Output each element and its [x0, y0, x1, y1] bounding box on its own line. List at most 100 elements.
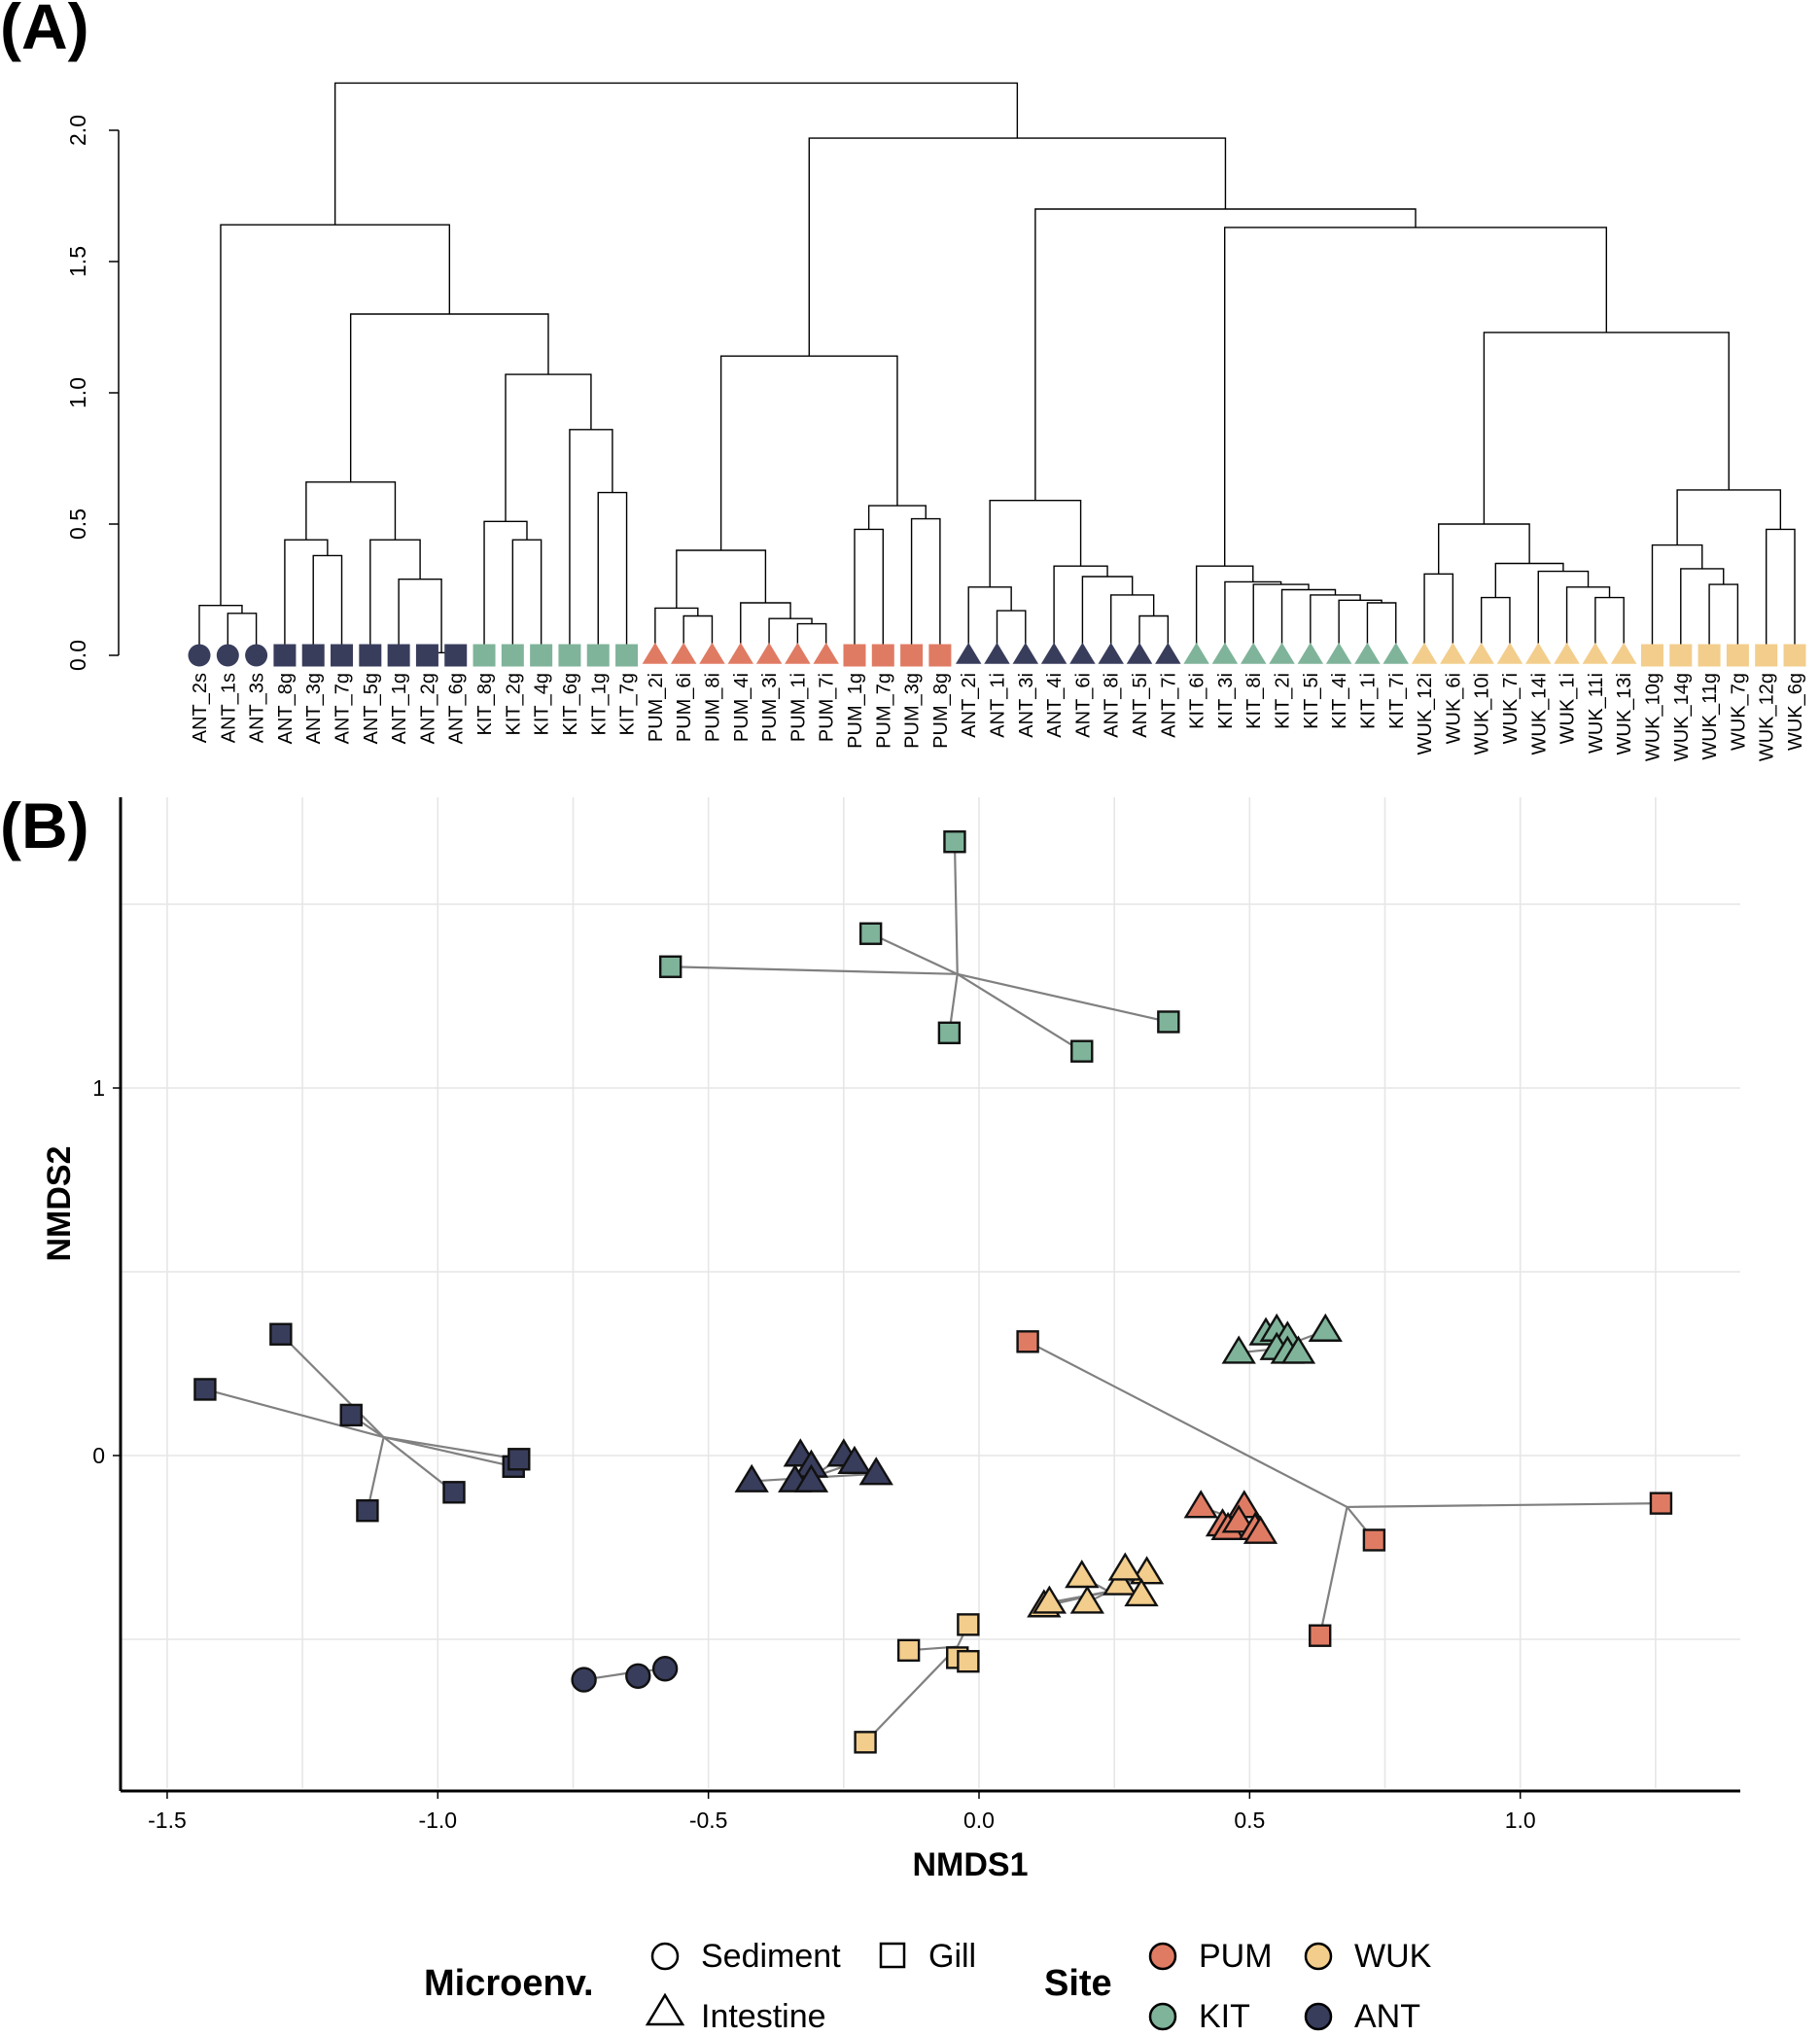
leaf-label: ANT_2i: [959, 673, 980, 738]
leaf-marker: [955, 642, 982, 664]
legend-kit-swatch: [1148, 2002, 1177, 2031]
leaf-marker: [1297, 642, 1324, 664]
nmds-point: [937, 1021, 962, 1045]
dendrogram-branch: [989, 500, 1082, 587]
leaf-marker: [1525, 642, 1552, 664]
leaf-marker: [1354, 642, 1381, 664]
leaf-marker: [1554, 642, 1580, 664]
leaf-label: KIT_8g: [474, 673, 496, 735]
leaf-label: ANT_3i: [1016, 673, 1037, 738]
spider-line: [366, 1436, 385, 1511]
leaf-marker: [1669, 644, 1693, 667]
spider-line: [382, 1436, 455, 1493]
dendrogram-branch: [505, 373, 592, 522]
leaf-label: ANT_2g: [417, 673, 438, 744]
leaf-label: ANT_8g: [275, 673, 297, 744]
x-axis-title: NMDS1: [912, 1846, 1028, 1883]
nmds-point: [854, 1731, 877, 1754]
x-tick-label: -1.5: [148, 1808, 187, 1833]
nmds-point: [793, 1463, 829, 1492]
x-tick-label: 0.5: [1234, 1808, 1265, 1833]
leaf-marker: [301, 644, 325, 667]
dendrogram-branch: [719, 355, 898, 550]
dendrogram-branch: [1338, 599, 1382, 655]
dendrogram-branch: [654, 607, 699, 655]
nmds-point: [858, 1457, 893, 1486]
leaf-marker: [813, 642, 839, 664]
leaf-label: ANT_1s: [218, 673, 239, 743]
leaf-marker: [1726, 644, 1749, 667]
dendrogram-branch: [511, 539, 542, 655]
nmds-point: [896, 1638, 921, 1663]
leaf-label: WUK_10g: [1642, 673, 1663, 761]
x-tick-label: 1.0: [1505, 1808, 1536, 1833]
dendrogram-branch: [333, 82, 1019, 226]
leaf-label: WUK_13i: [1614, 673, 1635, 755]
leaf-marker: [1069, 642, 1096, 664]
dendrogram-branch: [854, 528, 884, 655]
dendrogram-branch: [1138, 614, 1170, 655]
legend-site-title: Site: [1044, 1963, 1112, 2004]
dendrogram-branch: [1438, 523, 1530, 575]
dendrogram-branch: [220, 224, 451, 606]
leaf-marker: [1098, 642, 1124, 664]
nmds-point: [1102, 1566, 1138, 1596]
nmds-point: [1308, 1313, 1343, 1342]
nmds-point: [1124, 1577, 1159, 1607]
nmds-point: [1032, 1585, 1068, 1614]
nmds-point: [1065, 1560, 1100, 1589]
nmds-point: [339, 1403, 363, 1427]
leaf-label: WUK_7g: [1728, 673, 1749, 751]
leaf-marker: [1783, 644, 1806, 667]
dendrogram-branch: [676, 549, 767, 609]
dendrogram-branch: [867, 505, 927, 530]
nmds-point: [1649, 1492, 1673, 1515]
panel-a-label: (A): [0, 0, 89, 62]
leaf-label: PUM_6i: [674, 673, 695, 742]
leaf-marker: [615, 644, 639, 667]
y-tick-label: 1.0: [65, 377, 90, 408]
leaf-label: ANT_6i: [1072, 673, 1094, 738]
leaf-label: KIT_6g: [560, 673, 581, 735]
legend-circle-icon: [650, 1942, 680, 1971]
dendrogram-branches: [198, 82, 1796, 655]
leaf-label: WUK_7i: [1500, 673, 1522, 744]
leaf-marker: [1755, 644, 1778, 667]
nmds-point: [269, 1322, 293, 1346]
legend-pum-swatch: [1148, 1942, 1177, 1971]
nmds-point: [1157, 1010, 1180, 1034]
dendrogram-branch: [1110, 594, 1155, 655]
panel-b-nmds: (B) -1.5 -1.0 -0.5 0.0 0.5 1.0 0 1 NMDS1 NMDS2: [0, 790, 1740, 1883]
dendrogram-branch: [1537, 570, 1590, 655]
spider-line: [957, 972, 1170, 1024]
dendrogram-branch: [1053, 565, 1108, 655]
leaf-label: WUK_11g: [1699, 673, 1721, 760]
dendrogram-branch: [910, 517, 941, 655]
nmds-point: [1309, 1624, 1332, 1647]
leaf-marker: [415, 644, 438, 667]
leaf-marker: [1012, 642, 1039, 664]
leaf-marker: [586, 644, 610, 667]
leaf-label: WUK_12i: [1415, 673, 1436, 755]
legend-microenv-title: Microenv.: [424, 1963, 594, 2004]
leaf-marker: [727, 642, 753, 664]
nmds-point: [625, 1663, 651, 1690]
legend-wuk-label: WUK: [1354, 1938, 1432, 1975]
spider-line: [204, 1387, 384, 1439]
legend-gill-label: Gill: [928, 1938, 976, 1975]
y-tick-label: 1: [92, 1075, 105, 1101]
dendrogram-branch: [1483, 332, 1730, 524]
dendrogram-branch: [1680, 568, 1725, 655]
leaf-marker: [216, 644, 239, 667]
leaf-marker: [1269, 642, 1295, 664]
dendrogram-branch: [305, 481, 397, 541]
x-tick-label: -0.5: [689, 1808, 728, 1833]
leaf-marker: [871, 644, 894, 667]
nmds-gridlines: [121, 797, 1740, 1788]
nmds-point: [1221, 1335, 1256, 1364]
leaf-marker: [558, 644, 581, 667]
legend-sediment-label: Sediment: [701, 1938, 841, 1975]
dendrogram-branch: [1494, 562, 1564, 598]
leaf-label: KIT_7i: [1386, 673, 1408, 729]
